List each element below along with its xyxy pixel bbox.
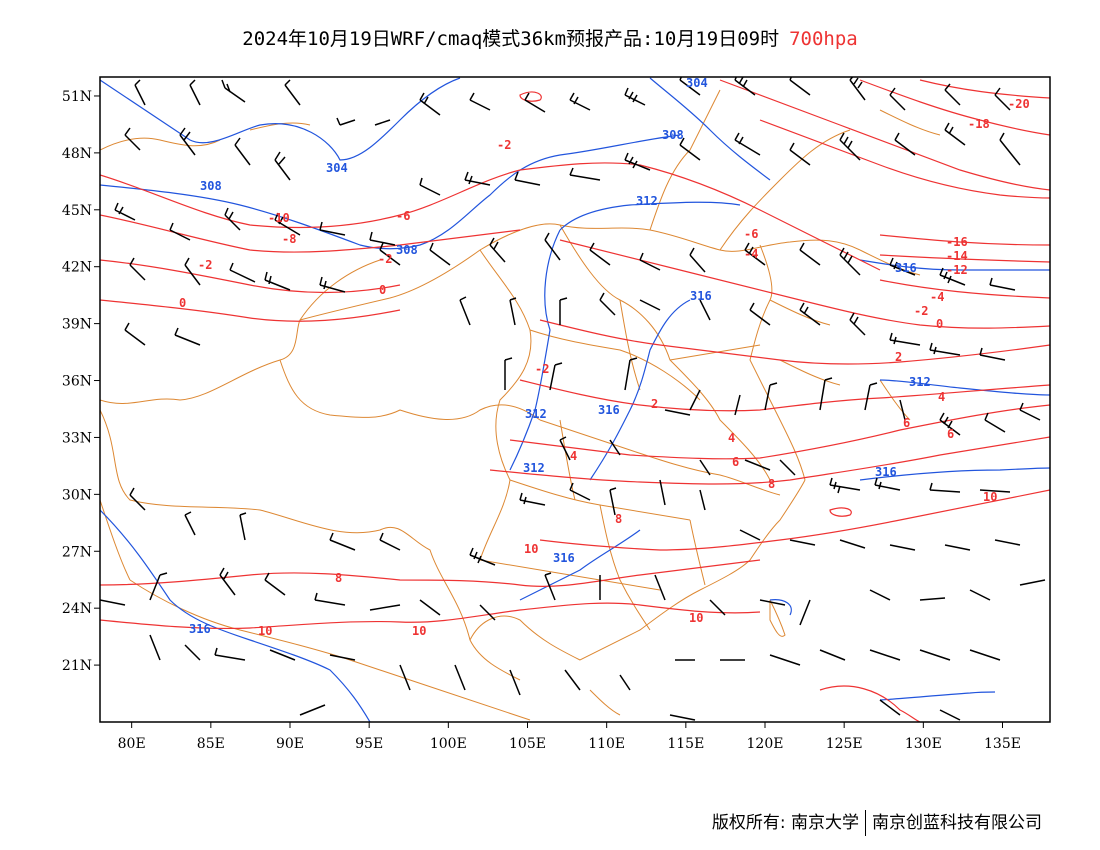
temp-label: -4: [744, 247, 758, 261]
temp-label: 2: [651, 397, 658, 411]
border-lines: [100, 89, 941, 721]
height-label: 316: [189, 622, 211, 636]
temp-label: -2: [535, 362, 549, 376]
height-label: 312: [525, 407, 547, 421]
temp-label: 10: [524, 542, 538, 556]
temp-label: 10: [983, 490, 997, 504]
lon-label: 95E: [355, 736, 383, 752]
height-contour-labels: 304 308 308 308 312 312 312 316 316 316 …: [189, 76, 931, 636]
chart-title: 2024年10月19日WRF/cmaq模式36km预报产品:10月19日09时 7…: [0, 24, 1100, 51]
temp-label: -6: [396, 209, 410, 223]
temp-label: -14: [946, 249, 968, 263]
longitude-axis: 80E 85E 90E 95E 100E 105E 110E 115E 120E 125E 130E…: [118, 722, 1021, 752]
lat-label: 36N: [62, 374, 92, 390]
temp-label: 2: [895, 350, 902, 364]
copyright-text: 版权所有: 南京大学: [711, 813, 859, 833]
height-label: 308: [396, 243, 418, 257]
height-label: 316: [895, 261, 917, 275]
lon-label: 125E: [826, 736, 863, 752]
lat-label: 39N: [62, 317, 92, 333]
height-label: 312: [523, 461, 545, 475]
footer-credits: 版权所有: 南京大学 南京创蓝科技有限公司: [712, 808, 1042, 836]
temp-label: 4: [570, 449, 577, 463]
lon-label: 120E: [747, 736, 784, 752]
height-label: 316: [553, 551, 575, 565]
plot-frame: [99, 76, 1051, 723]
temp-label: -12: [946, 263, 968, 277]
temp-label: 4: [728, 431, 735, 445]
lat-label: 51N: [62, 89, 92, 105]
lon-label: 80E: [118, 736, 146, 752]
temp-label: 10: [689, 611, 703, 625]
temp-label: -8: [282, 232, 296, 246]
latitude-axis: 51N 48N 45N 42N 39N 36N 33N 30N 27N 24N 21N: [62, 89, 100, 674]
temp-label: -16: [946, 235, 968, 249]
temp-label: 8: [335, 571, 342, 585]
lat-label: 45N: [62, 203, 92, 219]
lat-label: 21N: [62, 658, 92, 674]
height-label: 308: [662, 128, 684, 142]
temp-label: 6: [903, 416, 910, 430]
temp-label: 4: [938, 390, 945, 404]
height-label: 312: [636, 194, 658, 208]
temp-label: 0: [936, 317, 943, 331]
temp-label: 6: [947, 427, 954, 441]
temp-label: -6: [744, 227, 758, 241]
pressure-level: 700hpa: [789, 28, 858, 50]
lon-label: 135E: [984, 736, 1021, 752]
lon-label: 100E: [430, 736, 467, 752]
temp-label: -10: [268, 211, 290, 225]
temp-label: 0: [379, 283, 386, 297]
height-label: 304: [686, 76, 708, 90]
footer-separator: [865, 810, 866, 836]
temp-label: 0: [179, 296, 186, 310]
lon-label: 130E: [905, 736, 942, 752]
height-label: 304: [326, 161, 348, 175]
temp-label: -4: [930, 290, 944, 304]
temp-label: 10: [412, 624, 426, 638]
lat-label: 30N: [62, 487, 92, 503]
height-label: 316: [690, 289, 712, 303]
temp-label: 8: [768, 477, 775, 491]
temp-label: -2: [198, 258, 212, 272]
lat-label: 48N: [62, 146, 92, 162]
wind-barbs: [100, 77, 1046, 721]
lat-label: 33N: [62, 430, 92, 446]
temp-label: -20: [1008, 97, 1030, 111]
height-contours: [100, 77, 1050, 722]
lon-label: 110E: [588, 736, 625, 752]
height-label: 316: [598, 403, 620, 417]
temp-label: 10: [258, 624, 272, 638]
temp-label: -2: [497, 138, 511, 152]
lon-label: 115E: [667, 736, 704, 752]
temp-label: -18: [968, 117, 990, 131]
height-label: 308: [200, 179, 222, 193]
lat-label: 24N: [62, 601, 92, 617]
temp-label: 6: [732, 455, 739, 469]
temp-label: -2: [914, 304, 928, 318]
company-name: 南京创蓝科技有限公司: [872, 813, 1042, 833]
lon-label: 85E: [197, 736, 225, 752]
height-label: 312: [909, 375, 931, 389]
title-text: 2024年10月19日WRF/cmaq模式36km预报产品:10月19日09时: [242, 28, 780, 50]
temp-label: -2: [378, 252, 392, 266]
temp-contour-labels: -20 -18 -16 -14 -12 -10 -8 -6 -6 -4 -4 -…: [179, 97, 1030, 638]
lon-label: 105E: [509, 736, 546, 752]
lat-label: 27N: [62, 544, 92, 560]
lon-label: 90E: [276, 736, 304, 752]
temp-label: 8: [615, 512, 622, 526]
lat-label: 42N: [62, 260, 92, 276]
height-label: 316: [875, 465, 897, 479]
